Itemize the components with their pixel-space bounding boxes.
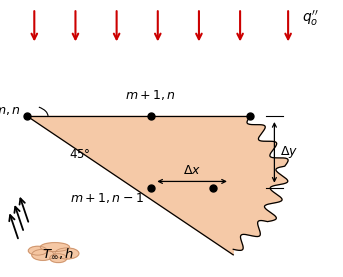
Text: $\Delta x$: $\Delta x$ [183,164,201,177]
Text: $\Delta y$: $\Delta y$ [280,144,298,160]
Text: $m, n$: $m, n$ [0,104,21,117]
Text: $m+1, n-1$: $m+1, n-1$ [70,191,144,205]
Ellipse shape [32,249,54,260]
Ellipse shape [40,243,69,252]
Text: $q_o''$: $q_o''$ [302,8,319,27]
Text: $m+1, n$: $m+1, n$ [126,88,176,102]
Ellipse shape [50,254,67,263]
Text: $T_{\infty}, h$: $T_{\infty}, h$ [42,246,74,261]
Ellipse shape [55,248,79,259]
Ellipse shape [28,246,47,255]
Polygon shape [27,116,288,255]
Text: $45°$: $45°$ [69,148,90,161]
